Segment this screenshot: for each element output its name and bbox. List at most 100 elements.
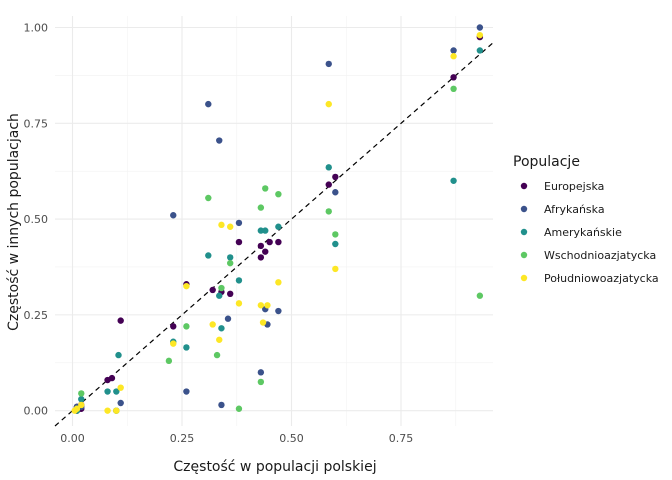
data-point-poludniowoazjatycka: [227, 223, 234, 230]
data-point-afrykanska: [117, 399, 124, 407]
data-point-poludniowoazjatycka: [275, 279, 282, 286]
data-point-afrykanska: [450, 47, 457, 54]
data-point-afrykanska: [325, 60, 332, 68]
data-point-amerykanskie: [227, 254, 234, 261]
data-point-wschodnioazjatycka: [213, 351, 221, 359]
data-point-wschodnioazjatycka: [165, 357, 173, 365]
y-tick-label: 0.25: [24, 309, 49, 322]
major-gridlines: [55, 16, 493, 426]
data-point-wschodnioazjatycka: [183, 323, 190, 330]
data-point-amerykanskie: [275, 223, 282, 230]
data-point-poludniowoazjatycka: [73, 405, 81, 412]
legend: Populacje Europejska Afrykańska Amerykańsk…: [513, 154, 659, 285]
y-tick-label: 0.50: [24, 213, 49, 226]
y-tick-label: 0.75: [24, 117, 49, 130]
y-axis-title: Częstość w innych populacjach: [6, 113, 22, 331]
legend-key: [520, 205, 528, 213]
minor-gridlines: [55, 16, 493, 426]
data-point-europejska: [275, 238, 282, 246]
legend-label: Południowoazjatycka: [544, 272, 659, 285]
data-point-amerykanskie: [78, 395, 85, 403]
data-point-poludniowoazjatycka: [218, 221, 225, 229]
legend-key: [520, 274, 528, 282]
legend-key: [520, 228, 528, 236]
data-point-wschodnioazjatycka: [262, 185, 269, 192]
data-point-poludniowoazjatycka: [183, 282, 190, 290]
data-point-europejska: [266, 238, 273, 246]
data-point-europejska: [262, 248, 269, 255]
legend-title: Populacje: [513, 154, 580, 170]
data-point-afrykanska: [257, 369, 265, 376]
data-point-afrykanska: [275, 307, 282, 315]
data-point-poludniowoazjatycka: [104, 407, 111, 414]
data-point-wschodnioazjatycka: [450, 85, 457, 93]
y-tick-label: 0.00: [24, 405, 49, 418]
legend-label: Amerykańskie: [544, 226, 622, 239]
data-point-afrykanska: [224, 315, 232, 322]
data-point-europejska: [257, 242, 265, 250]
x-axis-ticks: 0.00 0.25 0.50 0.75: [60, 432, 413, 445]
data-point-poludniowoazjatycka: [235, 300, 243, 307]
data-point-wschodnioazjatycka: [218, 284, 225, 292]
legend-label: Afrykańska: [544, 203, 605, 216]
legend-key: [520, 251, 528, 259]
data-point-amerykanskie: [450, 177, 457, 184]
data-point-afrykanska: [235, 219, 243, 227]
data-point-afrykanska: [476, 24, 484, 31]
data-point-wschodnioazjatycka: [476, 292, 484, 299]
data-point-afrykanska: [170, 212, 177, 219]
data-point-amerykanskie: [183, 344, 190, 351]
data-point-poludniowoazjatycka: [476, 31, 484, 39]
reference-line: [54, 42, 494, 427]
data-point-afrykanska: [332, 189, 339, 196]
data-point-poludniowoazjatycka: [216, 336, 223, 343]
data-point-amerykanskie: [205, 252, 212, 259]
data-point-wschodnioazjatycka: [275, 190, 282, 198]
data-point-afrykanska: [218, 401, 225, 409]
data-point-europejska: [170, 323, 177, 330]
data-point-poludniowoazjatycka: [113, 407, 120, 414]
data-point-poludniowoazjatycka: [332, 265, 339, 273]
y-tick-label: 1.00: [24, 21, 49, 34]
x-tick-label: 0.75: [389, 432, 414, 445]
data-point-poludniowoazjatycka: [325, 100, 332, 108]
data-point-poludniowoazjatycka: [209, 321, 216, 328]
data-points: [71, 24, 484, 414]
legend-items: Europejska Afrykańska Amerykańskie Wschodni…: [520, 180, 659, 285]
data-point-poludniowoazjatycka: [257, 302, 265, 309]
data-point-wschodnioazjatycka: [205, 194, 212, 202]
data-point-amerykanskie: [325, 164, 332, 171]
data-point-amerykanskie: [262, 227, 269, 234]
data-point-amerykanskie: [476, 47, 484, 54]
data-point-europejska: [117, 317, 124, 324]
data-point-poludniowoazjatycka: [450, 53, 457, 60]
data-point-afrykanska: [183, 388, 190, 395]
y-axis-ticks: 0.00 0.25 0.50 0.75 1.00: [24, 21, 49, 417]
data-point-wschodnioazjatycka: [227, 259, 234, 267]
x-tick-label: 0.25: [170, 432, 195, 445]
legend-key: [520, 182, 528, 190]
data-point-amerykanskie: [115, 351, 122, 359]
data-point-wschodnioazjatycka: [78, 390, 85, 397]
x-tick-label: 0.00: [60, 432, 85, 445]
data-point-poludniowoazjatycka: [259, 319, 267, 326]
legend-label: Europejska: [544, 180, 604, 193]
data-point-europejska: [209, 286, 216, 294]
data-point-wschodnioazjatycka: [325, 208, 332, 215]
data-point-afrykanska: [216, 137, 223, 144]
data-point-europejska: [108, 374, 116, 382]
data-point-europejska: [450, 74, 457, 81]
data-point-poludniowoazjatycka: [264, 302, 271, 309]
data-point-europejska: [235, 238, 243, 246]
x-axis-title: Częstość w populacji polskiej: [173, 459, 376, 475]
data-point-wschodnioazjatycka: [332, 231, 339, 238]
data-point-poludniowoazjatycka: [117, 384, 124, 391]
legend-label: Wschodnioazjatycka: [544, 249, 656, 262]
data-point-wschodnioazjatycka: [257, 378, 265, 386]
data-point-poludniowoazjatycka: [78, 401, 85, 409]
data-point-europejska: [325, 181, 332, 188]
data-point-afrykanska: [205, 100, 212, 108]
data-point-amerykanskie: [332, 240, 339, 248]
data-point-wschodnioazjatycka: [235, 405, 243, 412]
